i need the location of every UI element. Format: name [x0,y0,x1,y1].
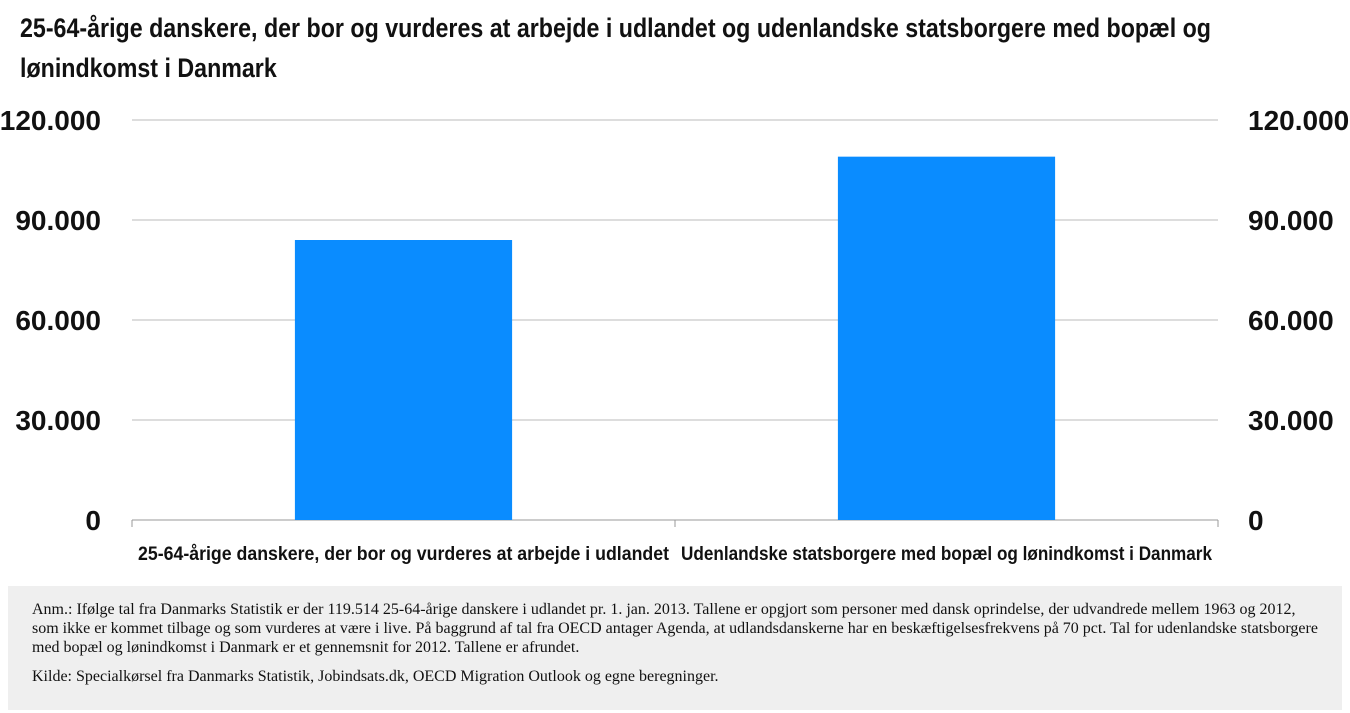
y-tick-label-right: 120.000 [1248,105,1349,136]
bar-chart: 0 30.000 60.000 90.000 120.000 0 30.000 60.000… [0,105,1349,565]
y-tick-label-left: 120.000 [0,105,101,136]
bar-1 [294,240,513,520]
y-tick-label-right: 60.000 [1248,305,1334,336]
x-category-label: Udenlandske statsborgere med bopæl og lø… [681,544,1212,565]
bar-2 [837,156,1056,520]
y-tick-label-right: 30.000 [1248,405,1334,436]
y-axis-left: 0 30.000 60.000 90.000 120.000 [0,105,101,536]
y-tick-label-left: 90.000 [15,205,101,236]
footnote-text: Anm.: Ifølge tal fra Danmarks Statistik … [32,601,1318,656]
x-category-label: 25-64-årige danskere, der bor og vurdere… [138,544,670,565]
x-axis: 25-64-årige danskere, der bor og vurdere… [131,520,1219,565]
source-text: Kilde: Specialkørsel fra Danmarks Statis… [32,668,719,685]
chart-title: 25-64-årige danskere, der bor og vurdere… [20,13,1211,83]
y-tick-label-left: 60.000 [15,305,101,336]
y-tick-label-right: 0 [1248,505,1264,536]
y-tick-label-right: 90.000 [1248,205,1334,236]
bars [294,156,1056,520]
y-axis-right: 0 30.000 60.000 90.000 120.000 [1248,105,1349,536]
footnote-box: Anm.: Ifølge tal fra Danmarks Statistik … [8,586,1342,710]
y-tick-label-left: 30.000 [15,405,101,436]
y-tick-label-left: 0 [85,505,101,536]
